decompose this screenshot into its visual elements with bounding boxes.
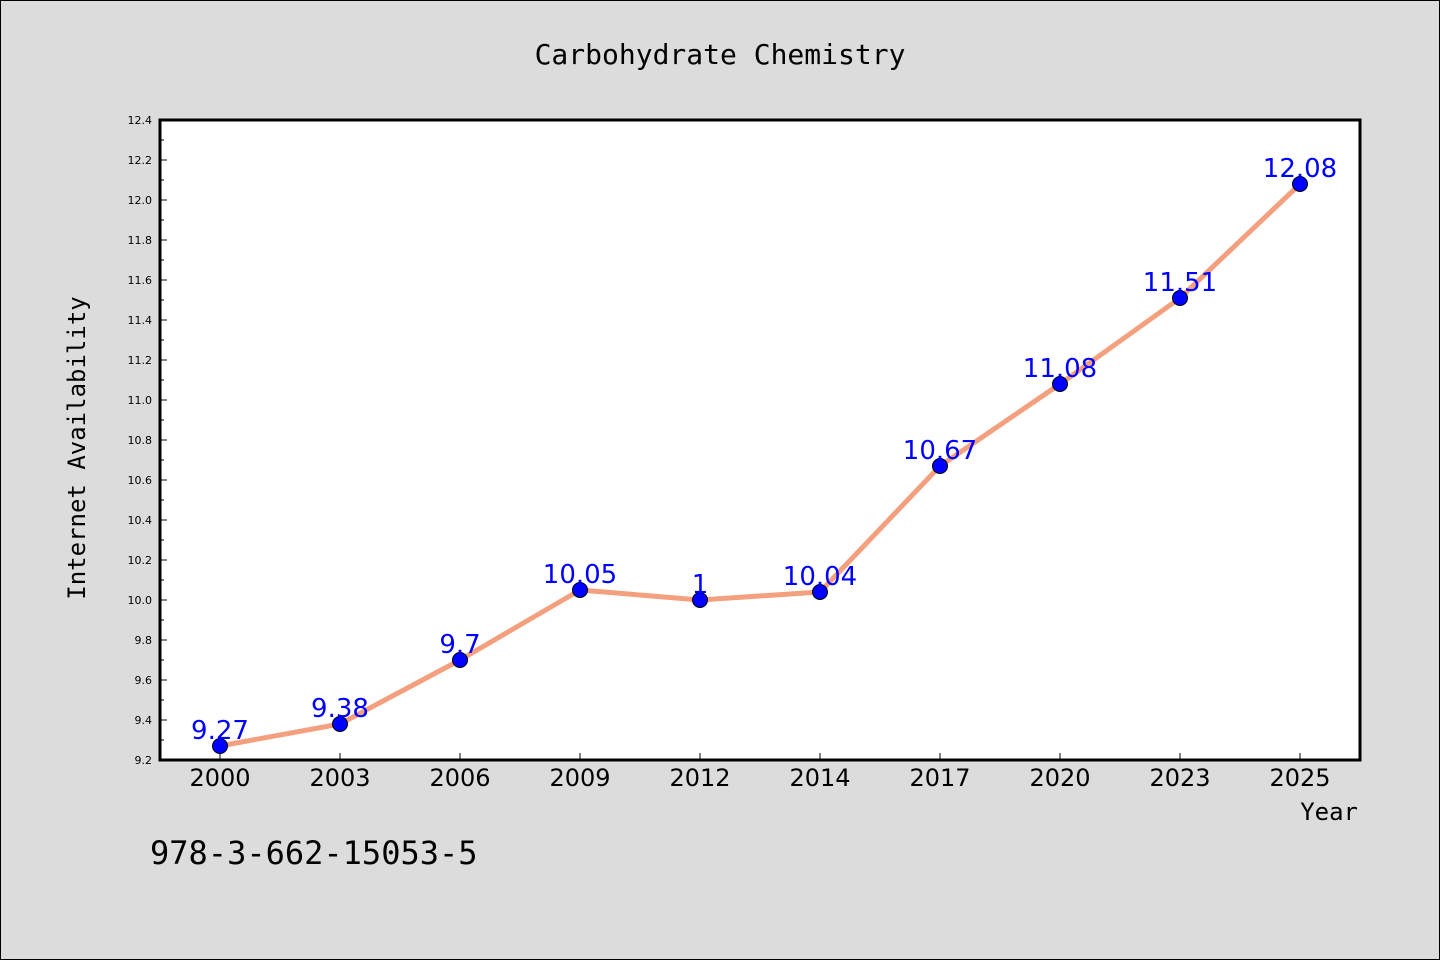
- y-tick-label: 11.0: [128, 394, 153, 407]
- data-point: [332, 716, 348, 732]
- data-label: 12.08: [1263, 154, 1337, 184]
- data-point: [452, 652, 468, 668]
- data-point: [1052, 376, 1068, 392]
- y-tick-label: 11.2: [128, 354, 153, 367]
- data-point: [212, 738, 228, 754]
- y-tick-label: 9.2: [135, 754, 153, 767]
- data-label: 9.38: [311, 694, 369, 724]
- data-label: 11.51: [1143, 268, 1217, 298]
- data-label: 11.08: [1023, 354, 1097, 384]
- x-tick-label: 2012: [669, 764, 730, 792]
- data-label: 1: [692, 570, 709, 600]
- series-line: [217, 181, 1303, 749]
- data-point: [692, 592, 708, 608]
- data-label: 10.05: [543, 560, 617, 590]
- y-tick-label: 10.2: [128, 554, 153, 567]
- x-tick-label: 2023: [1149, 764, 1210, 792]
- y-tick-label: 11.6: [128, 274, 153, 287]
- y-axis-label: Internet Availability: [63, 296, 91, 599]
- x-tick-label: 2003: [309, 764, 370, 792]
- y-tick-label: 10.8: [128, 434, 153, 447]
- x-tick-label: 2014: [789, 764, 850, 792]
- y-tick-label: 10.0: [128, 594, 153, 607]
- data-label: 9.27: [191, 716, 249, 746]
- chart-title: Carbohydrate Chemistry: [535, 38, 906, 71]
- data-label: 10.67: [903, 436, 977, 466]
- x-tick-label: 2025: [1269, 764, 1330, 792]
- data-point: [572, 582, 588, 598]
- data-point: [1292, 176, 1308, 192]
- data-point: [932, 458, 948, 474]
- x-axis: 2000 2003 2006 2009 2012 2014 2017 2020 2023 2025: [189, 753, 1331, 792]
- x-tick-label: 2017: [909, 764, 970, 792]
- y-tick-label: 9.8: [135, 634, 153, 647]
- footer-isbn: 978-3-662-15053-5: [150, 834, 478, 872]
- x-axis-label: Year: [1300, 798, 1358, 826]
- data-point: [1172, 290, 1188, 306]
- y-tick-label: 12.0: [128, 194, 153, 207]
- y-tick-label: 10.4: [128, 514, 153, 527]
- y-tick-label: 9.4: [135, 714, 153, 727]
- y-axis: 9.2 9.4 9.6 9.8 10.0 10.2 10.4 10.6 10.8 11.0 11.2…: [128, 114, 167, 767]
- y-tick-label: 12.4: [128, 114, 153, 127]
- x-tick-label: 2020: [1029, 764, 1090, 792]
- data-label-group: 9.27 9.38 9.7 10.05 1 10.04 10.67 11.08 11.51 12.…: [191, 154, 1337, 746]
- data-label: 9.7: [439, 630, 480, 660]
- series-line-group: [212, 176, 1308, 754]
- x-tick-label: 2009: [549, 764, 610, 792]
- y-tick-label: 11.4: [128, 314, 153, 327]
- x-tick-label: 2006: [429, 764, 490, 792]
- x-tick-label: 2000: [189, 764, 250, 792]
- y-tick-label: 12.2: [128, 154, 153, 167]
- data-label: 10.04: [783, 562, 857, 592]
- data-point: [812, 584, 828, 600]
- y-tick-label: 10.6: [128, 474, 153, 487]
- y-tick-label: 11.8: [128, 234, 153, 247]
- y-tick-label: 9.6: [135, 674, 153, 687]
- plot-area: [158, 118, 1362, 762]
